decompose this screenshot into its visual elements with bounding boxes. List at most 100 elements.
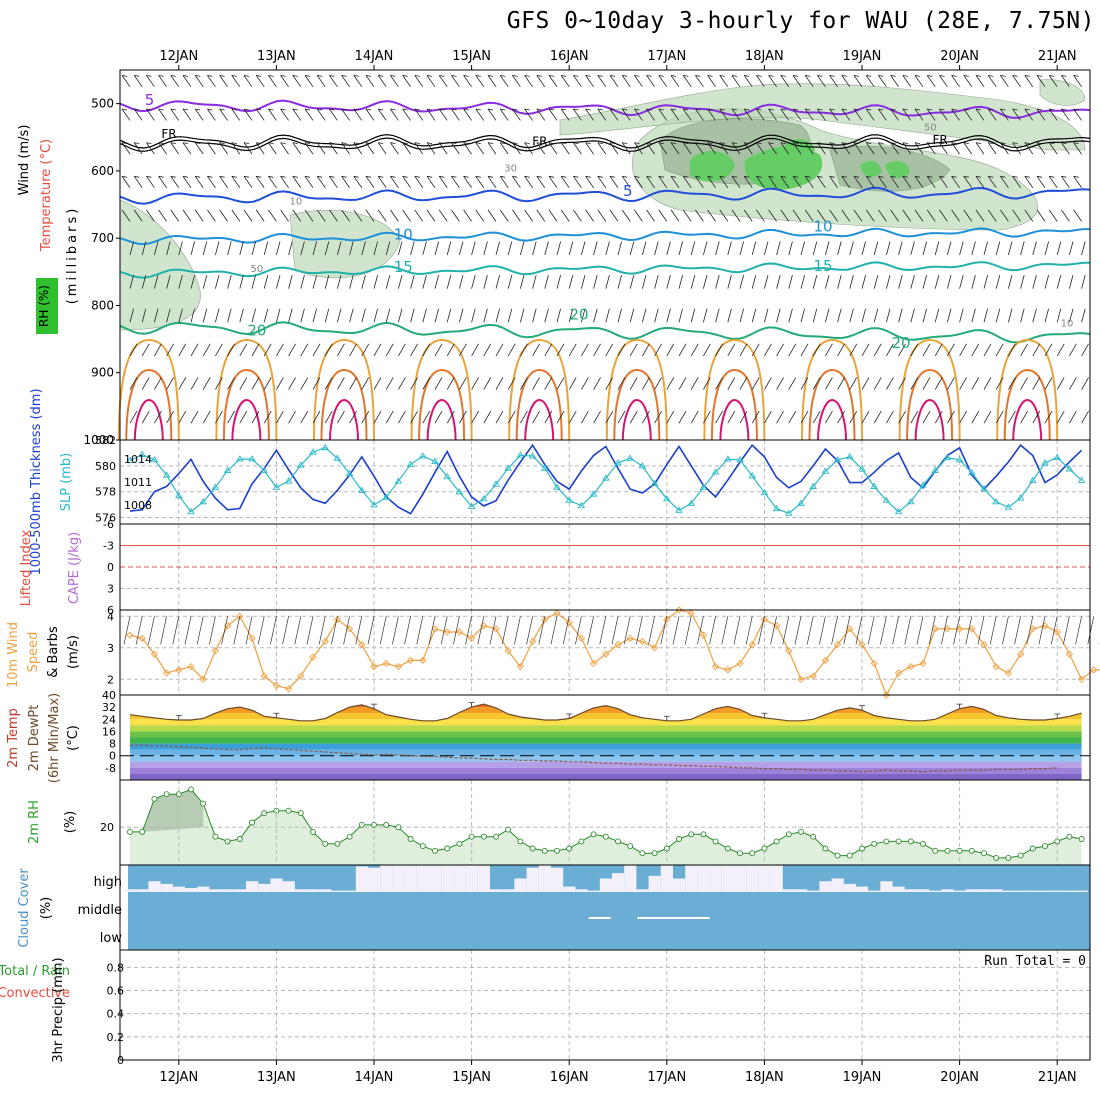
wind-barb [764,377,772,390]
wind-barb [243,75,253,88]
wind-barb [507,343,516,357]
wind-barb [398,377,406,390]
rh2m-point [517,838,524,845]
high-cloud-gap [880,881,893,892]
wind-barb [910,308,915,323]
rh2m-point [456,840,463,847]
wind-barb-flag [378,75,384,77]
wind-barb [727,308,732,323]
wind10-barb [562,616,570,645]
wind-barb [1000,142,1009,155]
wind-barb-flag [365,142,372,144]
wind-barb [154,241,159,256]
isotherm-label: 15 [394,258,413,276]
wind-barb [634,75,643,88]
rh2m-point [737,850,743,857]
high-cloud-gap [721,865,734,892]
rh2m-point [993,854,1000,861]
temp-label-3: (6hr Min/Max) [47,693,62,783]
wind-barb [995,343,1004,357]
wind-barb [239,410,248,424]
slp-point [272,483,281,490]
rh2m-label-2: (%) [63,811,78,834]
wind-barb [621,176,631,188]
wind-barb [499,75,509,88]
isotherm-warm-loop [313,338,375,441]
wind-barb [512,209,521,222]
wind-barb [1024,209,1034,222]
thickness-slp-panel [119,439,1091,525]
wind-barb [788,410,797,424]
wind-barb [792,75,802,88]
wind-barb [202,308,208,323]
wind-barb [995,241,1001,256]
wind-barb [1008,377,1016,390]
wind-barb [812,241,818,256]
wind-barb [934,308,940,323]
wind-barb-flag [927,108,933,111]
wind-barb [959,274,964,289]
wind-barb [507,241,513,256]
wind-barb [141,343,150,357]
wind-barb-flag [426,75,433,77]
high-cloud-gap [404,865,417,892]
wind-barb [459,377,467,390]
slp-point [650,479,659,486]
wind-barb [329,209,338,222]
wind-barb [219,108,228,121]
wind-barb-flag [146,75,152,77]
isotherm-5c [119,186,1091,205]
high-cloud-gap [221,889,234,892]
wind-barb-flag [695,108,701,111]
wind-barb [1069,308,1074,323]
wind-barb-flag [353,108,359,111]
wind-barb [703,241,708,256]
wind10-point [260,672,268,680]
wind-barb-flag [304,142,311,144]
rh2m-point [529,845,536,852]
wind-barb [385,241,391,256]
wind-barb [715,377,723,390]
wind-barb [902,209,912,222]
wind-barb [780,176,790,188]
wind-barb [841,75,851,88]
rh2m-point [541,847,548,854]
wind-barb [154,377,162,390]
wind-barb [1012,176,1021,188]
slp-point [309,448,317,455]
wind-barb [922,377,931,390]
high-cloud-gap [929,890,942,892]
wind-barb [568,241,574,256]
wind-barb [922,274,927,289]
wind-barb [609,75,619,88]
wind-barb [1073,75,1082,88]
high-cloud-gap [1075,890,1088,892]
wind-barb [743,176,753,188]
rh-contour-label: 10 [1061,318,1074,329]
wind-barb [300,410,309,424]
wind-barb [739,343,748,357]
wind-barb [654,410,662,424]
wind-barb-flag [378,142,384,144]
wind-barb [678,308,683,323]
wind-barb [365,75,375,88]
wind-barb [268,108,277,121]
wind10-point [1053,628,1061,636]
wind-barb-flag [914,142,921,144]
rh2m-point [724,845,731,852]
wind-barb [377,75,387,88]
wind-barb [349,308,354,323]
rh2m-point [1066,833,1073,840]
wind-barb [219,142,228,155]
wind-barb-flag [341,75,347,77]
slp-point [626,454,634,461]
high-cloud-gap [258,883,271,892]
wind-barb [1008,410,1016,424]
high-cloud-gap [368,867,381,892]
wind-barb [1044,343,1053,357]
wind-barb [873,308,879,323]
wind-barb-flag [1000,108,1006,111]
wind10-barb [428,616,436,645]
wind-barb [695,176,704,188]
wind-barb [597,142,607,155]
